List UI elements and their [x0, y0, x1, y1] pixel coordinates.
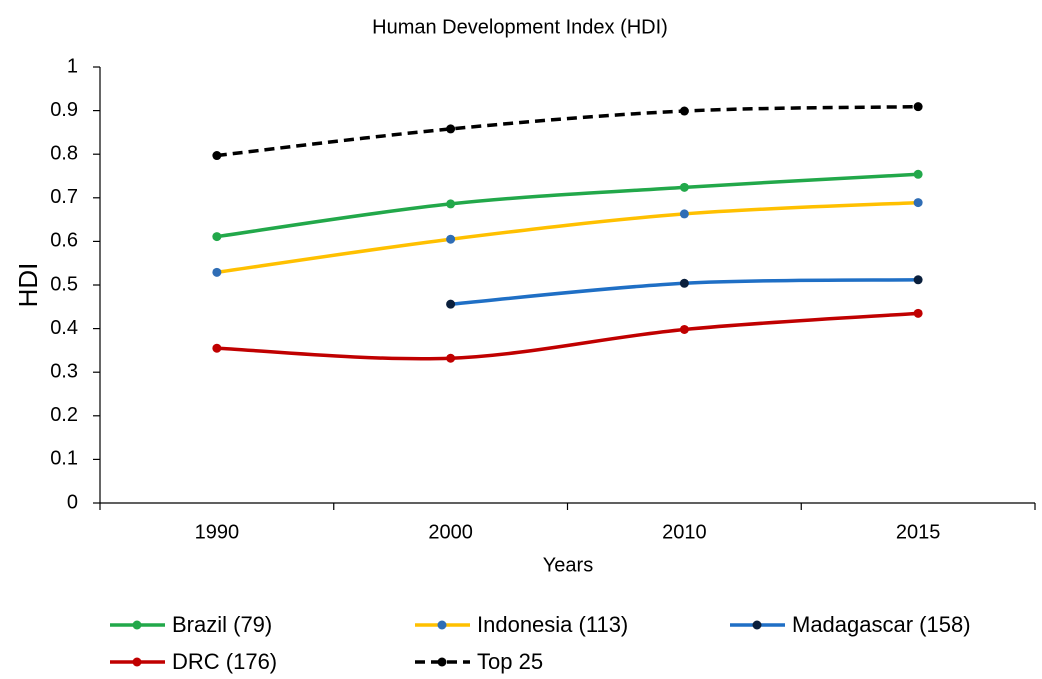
- y-tick-label: 0.1: [50, 448, 78, 470]
- data-point: [679, 209, 689, 219]
- legend-label: Madagascar (158): [792, 612, 971, 637]
- data-point: [913, 102, 923, 112]
- y-tick-label: 0.5: [50, 273, 78, 295]
- legend-marker: [132, 657, 142, 667]
- x-tick-label: 2015: [896, 521, 941, 543]
- y-tick-label: 0: [67, 491, 78, 513]
- data-point: [679, 182, 689, 192]
- series-line: [216, 104, 919, 158]
- data-point: [446, 234, 456, 244]
- legend-label: Indonesia (113): [477, 612, 628, 637]
- legend-marker: [752, 620, 762, 630]
- x-tick-label: 2000: [428, 521, 473, 543]
- data-point: [679, 106, 689, 116]
- y-axis-label: HDI: [13, 263, 43, 308]
- legend-marker: [437, 620, 447, 630]
- data-point: [212, 151, 222, 161]
- y-tick-label: 0.3: [50, 360, 78, 382]
- series-line: [216, 200, 919, 275]
- data-point: [212, 232, 222, 242]
- data-point: [679, 324, 689, 334]
- y-tick-label: 0.8: [50, 142, 78, 164]
- data-point: [446, 199, 456, 209]
- legend-label: DRC (176): [172, 649, 277, 674]
- data-point: [679, 278, 689, 288]
- series-line: [216, 311, 919, 361]
- data-point: [212, 267, 222, 277]
- y-tick-label: 0.6: [50, 230, 78, 252]
- data-point: [446, 299, 456, 309]
- legend-label: Top 25: [477, 649, 543, 674]
- y-tick-label: 0.4: [50, 317, 78, 339]
- y-tick-label: 0.9: [50, 99, 78, 121]
- data-point: [212, 343, 222, 353]
- data-point: [446, 124, 456, 134]
- legend-marker: [132, 620, 142, 630]
- data-point: [913, 198, 923, 208]
- y-tick-label: 0.2: [50, 404, 78, 426]
- data-point: [913, 308, 923, 318]
- data-point: [446, 353, 456, 363]
- y-tick-label: 0.7: [50, 186, 78, 208]
- series-line: [216, 172, 919, 239]
- y-tick-label: 1: [67, 55, 78, 77]
- data-point: [913, 275, 923, 285]
- x-tick-label: 2010: [662, 521, 707, 543]
- chart-title: Human Development Index (HDI): [372, 16, 668, 38]
- legend-label: Brazil (79): [172, 612, 272, 637]
- x-axis-label: Years: [543, 554, 593, 576]
- x-tick-label: 1990: [195, 521, 240, 543]
- legend-marker: [437, 657, 447, 667]
- data-point: [913, 169, 923, 179]
